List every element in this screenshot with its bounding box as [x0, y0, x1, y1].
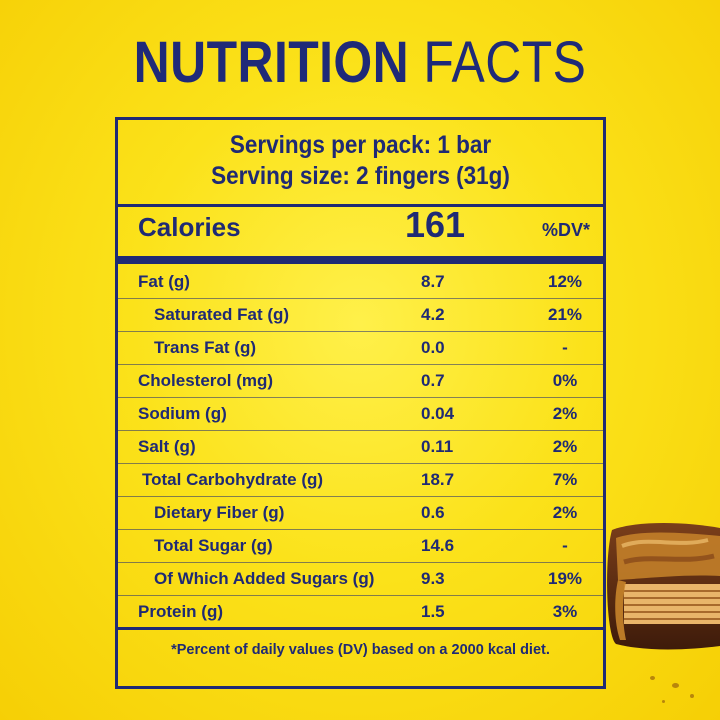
calories-value: 161 — [405, 204, 466, 245]
title-light: FACTS — [423, 30, 587, 95]
page-title: NUTRITION FACTS — [50, 28, 669, 98]
nutrient-name: Fat (g) — [138, 272, 190, 291]
divider-servings — [118, 204, 603, 207]
nutrient-dv: 2% — [552, 503, 578, 522]
nutrient-dv: 7% — [552, 470, 578, 489]
chocolate-bar-image — [607, 523, 720, 650]
nutrient-row-added-sugars: Of Which Added Sugars (g) 9.3 19% — [118, 563, 603, 596]
nutrient-name: Total Carbohydrate (g) — [142, 470, 324, 489]
nutrient-amount: 0.6 — [421, 503, 445, 522]
nutrition-panel: Servings per pack: 1 bar Serving size: 2… — [115, 117, 606, 689]
nutrient-dv: 3% — [552, 602, 578, 621]
nutrient-amount: 0.04 — [421, 404, 455, 423]
nutrient-amount: 18.7 — [421, 470, 455, 489]
nutrient-amount: 8.7 — [421, 272, 445, 291]
nutrient-name: Total Sugar (g) — [154, 536, 273, 555]
nutrient-amount: 4.2 — [421, 305, 445, 324]
nutrient-dv: 2% — [552, 404, 578, 423]
dv-header: %DV* — [542, 220, 591, 240]
nutrient-row-cholesterol: Cholesterol (mg) 0.7 0% — [118, 365, 603, 398]
nutrient-dv: - — [562, 338, 568, 357]
nutrient-row-dietary-fiber: Dietary Fiber (g) 0.6 2% — [118, 497, 603, 530]
nutrient-dv: 21% — [548, 305, 583, 324]
nutrient-name: Protein (g) — [138, 602, 223, 621]
nutrient-row-trans-fat: Trans Fat (g) 0.0 - — [118, 332, 603, 365]
nutrient-name: Saturated Fat (g) — [154, 305, 290, 324]
nutrient-amount: 0.11 — [421, 437, 454, 456]
nutrient-row-fat: Fat (g) 8.7 12% — [118, 266, 603, 299]
nutrient-dv: 19% — [548, 569, 583, 588]
nutrient-name: Cholesterol (mg) — [138, 371, 274, 390]
nutrient-name: Sodium (g) — [138, 404, 227, 423]
nutrient-name: Of Which Added Sugars (g) — [154, 569, 375, 588]
nutrient-amount: 14.6 — [421, 536, 455, 555]
nutrient-dv: 12% — [548, 272, 583, 291]
nutrient-amount: 1.5 — [421, 602, 445, 621]
crumb-decoration — [650, 676, 655, 680]
nutrient-row-total-carbohydrate: Total Carbohydrate (g) 18.7 7% — [118, 464, 603, 497]
nutrient-row-protein: Protein (g) 1.5 3% — [118, 596, 603, 629]
nutrient-row-salt: Salt (g) 0.11 2% — [118, 431, 603, 464]
calories-label: Calories — [138, 212, 241, 242]
servings-per-pack: Servings per pack: 1 bar — [229, 131, 492, 159]
nutrient-amount: 0.0 — [421, 338, 445, 357]
crumb-decoration — [690, 694, 694, 698]
divider-calories — [118, 256, 603, 264]
nutrient-amount: 0.7 — [421, 371, 445, 390]
nutrient-dv: - — [562, 536, 568, 555]
nutrient-row-saturated-fat: Saturated Fat (g) 4.2 21% — [118, 299, 603, 332]
title-bold: NUTRITION — [133, 30, 410, 95]
nutrient-name: Trans Fat (g) — [154, 338, 257, 357]
divider-footnote — [118, 627, 603, 630]
nutrient-row-total-sugar: Total Sugar (g) 14.6 - — [118, 530, 603, 563]
nutrient-dv: 0% — [552, 371, 578, 390]
nutrient-name: Dietary Fiber (g) — [154, 503, 285, 522]
nutrient-name: Salt (g) — [138, 437, 196, 456]
serving-size: Serving size: 2 fingers (31g) — [211, 162, 510, 190]
crumb-decoration — [662, 700, 665, 703]
nutrient-row-sodium: Sodium (g) 0.04 2% — [118, 398, 603, 431]
nutrient-amount: 9.3 — [421, 569, 445, 588]
footnote: *Percent of daily values (DV) based on a… — [171, 642, 550, 658]
crumb-decoration — [672, 683, 679, 688]
nutrient-dv: 2% — [552, 437, 578, 456]
servings-block: Servings per pack: 1 bar Serving size: 2… — [118, 130, 603, 192]
